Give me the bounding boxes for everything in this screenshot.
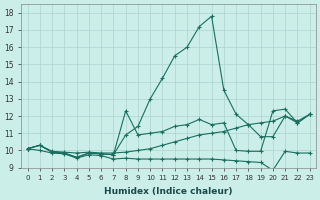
X-axis label: Humidex (Indice chaleur): Humidex (Indice chaleur): [104, 187, 233, 196]
